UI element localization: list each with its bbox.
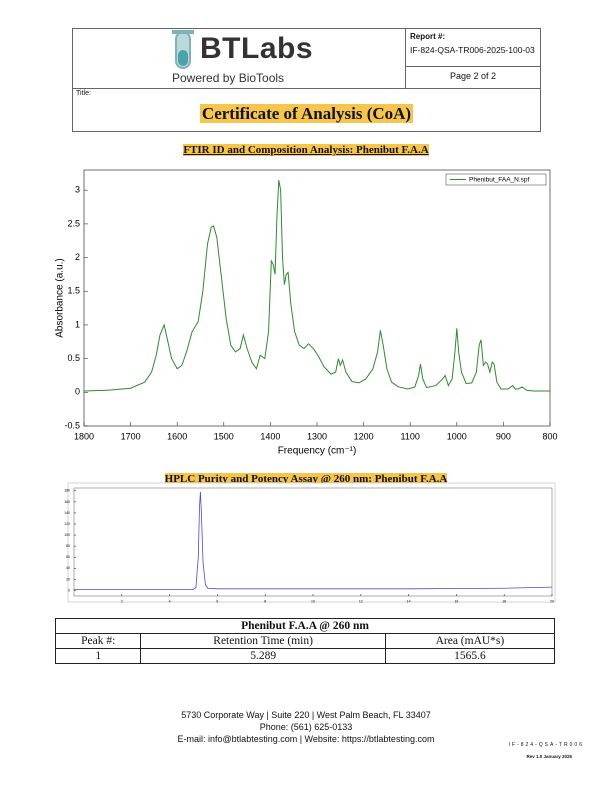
legend-label: Phenibut_FAA_N.spf (469, 177, 530, 184)
x-tick-label: 20 (550, 599, 554, 603)
doc-title: Certificate of Analysis (CoA) (199, 104, 414, 123)
x-tick-label: 14 (407, 599, 411, 603)
charts: 1800 1700 1600 1500 1400 1300 1200 1100 1000 900 8… (55, 169, 558, 603)
y-tick-label: 1 (75, 319, 80, 329)
table-header: Peak #: (54, 633, 142, 649)
x-tick-label: 1600 (167, 431, 187, 441)
revision: Rev 1.0 January 2025 (526, 754, 572, 759)
y-tick-label: 2.5 (67, 218, 80, 228)
title-wrap: Certificate of Analysis (CoA) (72, 104, 541, 124)
y-tick-label: 1.5 (67, 286, 80, 296)
footer-line: E-mail: info@btlabtesting.com | Website:… (177, 734, 435, 744)
y-tick-label: 80 (66, 544, 70, 548)
x-tick-label: 1700 (121, 431, 141, 441)
chart-frame (67, 482, 556, 603)
x-tick-label: 800 (542, 431, 557, 441)
y-tick-label: 0.5 (67, 353, 80, 363)
results-table: Phenibut F.A.A @ 260 nm Peak #: Retention… (54, 618, 556, 664)
table-cell: 1565.6 (384, 648, 556, 664)
divider (405, 66, 541, 67)
footer-line: 5730 Corporate Way | Suite 220 | West Pa… (181, 710, 431, 720)
x-tick-label: 12 (359, 599, 363, 603)
x-tick-label: 18 (502, 599, 506, 603)
x-tick-label: 1400 (260, 431, 280, 441)
y-tick-label: 0 (68, 588, 70, 592)
x-tick-label: 4 (169, 599, 171, 603)
section-wrap: HPLC Purity and Potency Assay @ 260 nm: … (0, 469, 612, 487)
y-tick-label: 180 (64, 489, 70, 493)
table-title: Phenibut F.A.A @ 260 nm (55, 618, 555, 634)
footer: 5730 Corporate Way | Suite 220 | West Pa… (0, 709, 612, 745)
title-label: Title: (76, 90, 91, 97)
y-tick-label: -0.5 (64, 420, 80, 430)
table-header: Area (mAU*s) (384, 633, 556, 649)
y-tick-label: 100 (64, 533, 70, 537)
page-number: Page 2 of 2 (449, 71, 497, 81)
table-header: Retention Time (min) (140, 633, 386, 649)
x-tick-label: 1300 (307, 431, 327, 441)
x-tick-label: 1000 (447, 431, 467, 441)
y-tick-label: 2 (75, 252, 80, 262)
y-axis-label: Absorbance (a.u.) (55, 258, 66, 338)
y-tick-label: 120 (64, 522, 70, 526)
x-tick-label: 900 (496, 431, 511, 441)
x-tick-label: 6 (216, 599, 218, 603)
table-cell: 1 (54, 648, 142, 664)
divider (405, 28, 406, 88)
report-number: IF-824-QSA-TR006-2025-100-03 (410, 45, 535, 55)
x-tick-label: 1200 (354, 431, 374, 441)
y-tick-label: 160 (64, 500, 70, 504)
x-tick-label: 8 (264, 599, 266, 603)
y-tick-label: 40 (66, 566, 70, 570)
section-title: HPLC Purity and Potency Assay @ 260 nm: … (164, 473, 448, 485)
x-tick-label: 1500 (214, 431, 234, 441)
table-cell: 5.289 (140, 648, 386, 664)
y-tick-label: 0 (75, 387, 80, 397)
y-tick-label: 3 (75, 185, 80, 195)
x-tick-label: 16 (454, 599, 458, 603)
divider (72, 88, 541, 89)
logo-icon (172, 30, 194, 69)
x-tick-label: 1100 (401, 431, 420, 441)
x-axis-label: Frequency (cm⁻¹) (278, 446, 357, 457)
plot-area (83, 169, 551, 427)
doc-code: IF-824-QSA-TR006 (508, 742, 584, 748)
y-tick-label: 60 (66, 555, 70, 559)
data-line (83, 180, 550, 392)
x-tick-label: 2 (121, 599, 123, 603)
y-tick-label: 20 (66, 577, 70, 581)
tagline: Powered by BioTools (172, 71, 285, 85)
data-line (74, 491, 553, 590)
logo-text: BTLabs (200, 32, 314, 65)
x-tick-label: 10 (311, 599, 315, 603)
legend-box (445, 173, 547, 186)
y-tick-label: 140 (64, 511, 70, 515)
header-box (72, 28, 541, 132)
section-wrap: FTIR ID and Composition Analysis: Phenib… (0, 140, 612, 158)
report-label: Report #: (410, 32, 446, 41)
footer-line: Phone: (561) 625-0133 (259, 722, 353, 732)
section-title: FTIR ID and Composition Analysis: Phenib… (183, 144, 429, 156)
x-tick-label: 1800 (74, 431, 94, 441)
